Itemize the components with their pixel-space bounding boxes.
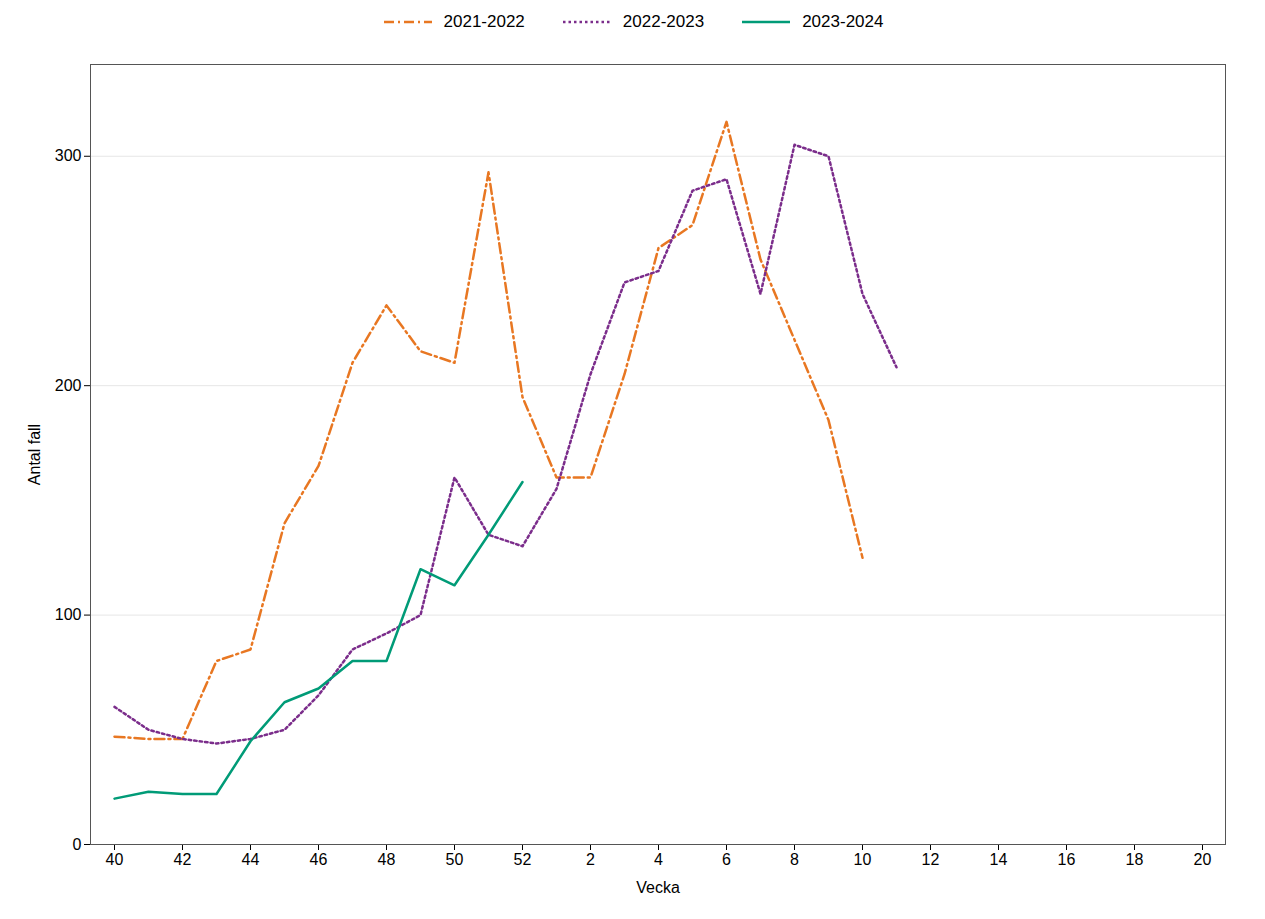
svg-text:14: 14 [990,851,1008,868]
svg-text:20: 20 [1194,851,1212,868]
svg-text:0: 0 [73,836,82,853]
svg-text:16: 16 [1058,851,1076,868]
svg-text:2: 2 [586,851,595,868]
svg-text:46: 46 [310,851,328,868]
svg-text:6: 6 [722,851,731,868]
svg-text:Vecka: Vecka [636,879,680,896]
svg-text:200: 200 [55,377,82,394]
html-text:2022-2023: 2022-2023 [622,12,705,31]
html-text:2021-2022: 2021-2022 [443,12,525,31]
html-text:2023-2024: 2023-2024 [802,12,884,31]
svg-text:100: 100 [55,606,82,623]
svg-text:300: 300 [55,147,82,164]
svg-text:Antal fall: Antal fall [26,424,43,485]
svg-text:10: 10 [854,851,872,868]
svg-text:8: 8 [790,851,799,868]
svg-text:12: 12 [922,851,940,868]
svg-text:40: 40 [106,851,124,868]
svg-text:44: 44 [242,851,260,868]
svg-text:50: 50 [446,851,464,868]
svg-text:18: 18 [1126,851,1144,868]
svg-text:48: 48 [378,851,396,868]
svg-text:4: 4 [654,851,663,868]
svg-text:52: 52 [514,851,532,868]
svg-text:42: 42 [174,851,192,868]
